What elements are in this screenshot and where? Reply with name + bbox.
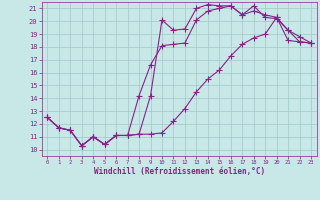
X-axis label: Windchill (Refroidissement éolien,°C): Windchill (Refroidissement éolien,°C)	[94, 167, 265, 176]
